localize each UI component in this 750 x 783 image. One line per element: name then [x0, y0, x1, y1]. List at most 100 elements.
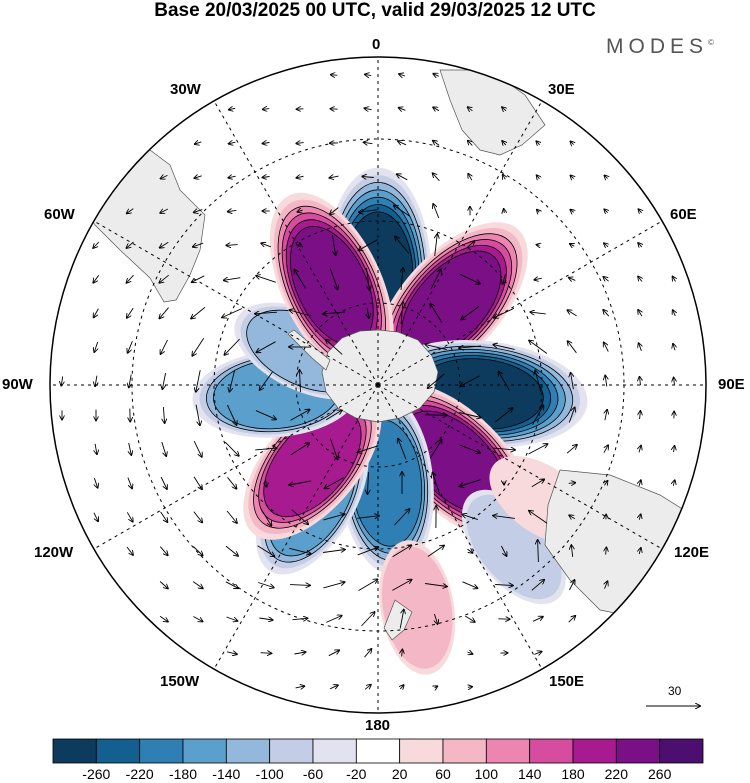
wind-vector: [495, 585, 513, 586]
colorbar-swatch: [615, 738, 661, 764]
wind-vector: [228, 210, 237, 211]
wind-vector: [361, 612, 374, 627]
wind-vector: [425, 344, 447, 351]
wind-vector: [494, 307, 515, 317]
wind-vector: [324, 477, 344, 489]
colorbar-swatch: [182, 738, 227, 764]
wind-vector: [160, 511, 168, 522]
wind-vector: [468, 652, 473, 654]
wind-vector: [127, 307, 134, 318]
wind-vector: [300, 370, 301, 393]
wind-vector: [459, 346, 481, 348]
wind-vector: [161, 175, 168, 178]
lon-label-60e: 60E: [670, 206, 697, 223]
colorbar-tick-label: -180: [168, 766, 198, 782]
wind-vector: [366, 268, 370, 290]
colorbar-swatch: [52, 738, 97, 764]
wind-vector: [358, 579, 378, 591]
polar-map: [49, 56, 707, 714]
meridian-line: [377, 100, 543, 386]
wind-vector: [61, 376, 62, 385]
wind-vector: [294, 270, 306, 289]
wind-vectors: [61, 74, 675, 690]
wind-vector: [358, 239, 378, 251]
wind-vector: [603, 445, 608, 453]
wind-vector: [502, 141, 506, 145]
meridian-line: [377, 384, 543, 670]
meridian-line: [93, 384, 379, 550]
wind-vector: [395, 237, 410, 254]
wind-vector: [569, 278, 576, 281]
wind-vector: [604, 243, 608, 247]
wind-vector: [325, 410, 342, 421]
wind-vector: [639, 446, 641, 453]
colorbar-tick-label: -20: [346, 766, 367, 782]
meridian-line: [213, 100, 379, 386]
wind-vector: [401, 302, 403, 325]
wind-vector: [639, 480, 641, 486]
colorbar-swatch: [355, 738, 401, 764]
wind-vector: [639, 548, 641, 555]
wind-vector: [193, 476, 202, 490]
wind-vector: [569, 515, 576, 518]
wind-vector: [567, 310, 577, 317]
wind-vector: [261, 243, 271, 247]
wind-vector: [290, 585, 310, 586]
lon-label-30w: 30W: [170, 81, 201, 98]
wind-vector: [392, 580, 411, 591]
wind-vector: [493, 516, 515, 519]
wind-vector: [537, 175, 540, 179]
colorbar-tick-label: -100: [255, 766, 284, 782]
wind-vector: [357, 547, 379, 556]
wind-vector: [292, 618, 308, 619]
lon-label-90w: 90W: [2, 376, 33, 393]
wind-vector: [368, 471, 369, 494]
wind-vector: [566, 445, 577, 454]
colorbar-swatch: [312, 738, 357, 764]
wind-vector: [502, 107, 506, 111]
colorbar-tick-label: 20: [391, 766, 408, 782]
colorbar-swatch: [225, 738, 271, 764]
wind-vector: [673, 480, 674, 486]
wind-vector: [262, 177, 270, 178]
wind-vector: [427, 546, 444, 557]
colorbar-swatch: [659, 738, 704, 764]
wind-vector: [503, 273, 506, 284]
wind-vector: [429, 440, 441, 459]
wind-vector: [329, 438, 337, 460]
wind-vector: [529, 511, 548, 524]
wind-vector: [329, 685, 338, 689]
wind-vector: [459, 273, 480, 283]
wind-vector: [535, 370, 542, 392]
colorbar-swatch: [95, 738, 141, 764]
wind-vector: [568, 483, 576, 484]
wind-vector: [159, 546, 167, 556]
wind-vector: [260, 371, 273, 390]
wind-vector: [226, 245, 238, 246]
wind-vector: [159, 615, 168, 621]
lon-label-180: 180: [365, 717, 391, 734]
wind-vector: [529, 341, 548, 354]
wind-vector: [503, 175, 506, 180]
south-pole-marker: [376, 383, 380, 387]
wind-vector: [159, 274, 169, 283]
wind-vector: [127, 241, 134, 248]
wind-vector: [468, 174, 472, 181]
wind-vector: [128, 341, 133, 353]
wind-vector: [537, 245, 540, 246]
wind-vector: [568, 408, 574, 423]
wind-vector: [161, 339, 168, 354]
wind-vector: [434, 613, 437, 624]
colorbar-swatch: [399, 738, 444, 764]
wind-vector: [394, 509, 410, 526]
wind-vector: [638, 277, 642, 282]
wind-vector: [195, 142, 202, 144]
wind-vector: [640, 411, 641, 420]
colorbar-tick-label: 260: [648, 766, 672, 782]
colorbar-tick-label: -60: [302, 766, 324, 782]
colorbar-swatch: [139, 738, 184, 764]
wind-vector: [571, 545, 572, 557]
wind-vector: [259, 618, 272, 620]
wind-vector: [127, 274, 134, 283]
wind-vector: [537, 210, 539, 213]
